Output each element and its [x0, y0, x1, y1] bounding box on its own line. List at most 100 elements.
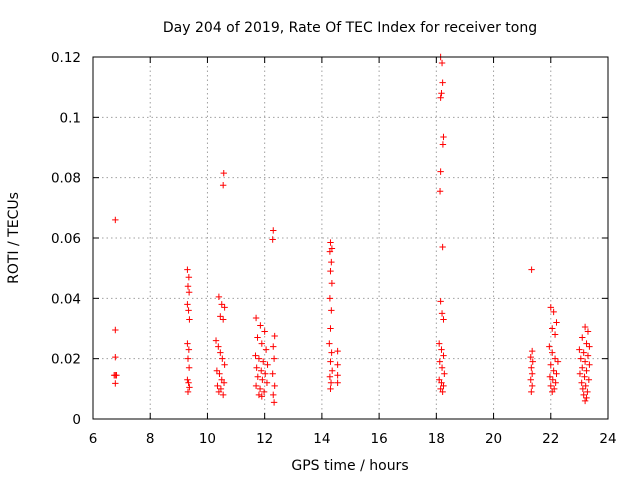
x-tick-label: 22: [542, 431, 559, 447]
data-point: [113, 372, 120, 379]
data-point: [551, 331, 559, 338]
data-point: [528, 347, 536, 355]
data-point: [185, 307, 192, 314]
x-tick-label: 24: [599, 431, 616, 447]
data-point: [549, 325, 556, 332]
data-point: [326, 248, 334, 255]
data-point: [184, 355, 192, 362]
data-point: [270, 355, 278, 362]
data-point: [583, 367, 590, 374]
data-point: [546, 373, 554, 380]
data-point: [441, 370, 448, 377]
data-point: [581, 358, 589, 365]
data-point: [550, 367, 557, 374]
data-point: [184, 340, 191, 347]
data-point: [581, 397, 589, 405]
data-point: [326, 295, 334, 302]
data-point: [581, 323, 589, 331]
y-tick-label: 0: [72, 412, 81, 428]
data-point: [218, 301, 225, 308]
data-point: [252, 314, 260, 322]
data-point: [112, 326, 119, 334]
data-point: [185, 274, 193, 281]
data-point: [327, 358, 334, 365]
data-point: [334, 361, 341, 368]
data-point: [437, 94, 444, 101]
data-point: [253, 364, 260, 371]
data-point: [214, 382, 221, 390]
data-point: [184, 388, 192, 396]
data-point: [255, 355, 263, 362]
data-point: [439, 243, 446, 251]
data-point: [527, 353, 534, 361]
data-point: [582, 382, 589, 390]
data-point: [439, 79, 446, 86]
y-tick-label: 0.02: [51, 352, 81, 368]
data-point: [219, 182, 227, 189]
data-point: [581, 373, 588, 380]
data-point: [264, 361, 271, 368]
data-point: [220, 379, 228, 386]
chart-title: Day 204 of 2019, Rate Of TEC Index for r…: [163, 20, 537, 36]
data-point: [437, 298, 444, 305]
data-point: [262, 346, 270, 353]
data-point: [112, 353, 119, 361]
data-point: [440, 133, 447, 141]
data-point: [327, 267, 334, 275]
data-point: [437, 168, 444, 175]
data-point: [262, 370, 269, 377]
x-tick-labels: 6 8 10 12 14 16 18 20 22 24: [89, 431, 617, 447]
x-tick-label: 10: [199, 431, 216, 447]
data-point: [260, 388, 268, 396]
data-point: [577, 355, 585, 362]
data-point: [256, 385, 264, 393]
data-point: [528, 388, 535, 396]
data-point: [528, 266, 535, 273]
grid-lines: [93, 57, 608, 419]
data-point: [327, 379, 335, 386]
data-point: [529, 358, 536, 365]
data-point: [328, 307, 335, 314]
data-point: [269, 236, 276, 243]
data-point: [586, 361, 593, 368]
data-point: [583, 340, 590, 347]
data-point: [254, 334, 261, 341]
data-point: [184, 301, 191, 308]
data-point: [579, 385, 587, 393]
data-point: [220, 169, 227, 177]
data-point: [440, 316, 447, 323]
data-point: [439, 141, 447, 148]
data-point: [185, 364, 193, 371]
data-point: [576, 370, 584, 377]
data-point: [252, 382, 260, 390]
data-point: [579, 334, 586, 341]
x-tick-label: 20: [485, 431, 502, 447]
data-point: [436, 188, 444, 195]
data-point: [546, 343, 553, 350]
data-point: [334, 372, 341, 379]
data-point: [328, 258, 335, 266]
data-point: [578, 379, 585, 386]
data-point: [221, 304, 228, 311]
data-point: [586, 343, 593, 350]
data-point: [219, 316, 227, 323]
data-point: [254, 373, 261, 380]
y-tick-labels: 0 0.02 0.04 0.06 0.08 0.1 0.12: [51, 50, 81, 428]
data-points: [110, 53, 593, 406]
data-point: [112, 380, 119, 387]
data-point: [326, 340, 333, 347]
data-point: [269, 370, 276, 377]
data-point: [327, 385, 334, 393]
data-point: [258, 340, 266, 347]
data-point: [527, 376, 534, 383]
x-tick-label: 14: [313, 431, 330, 447]
data-point: [334, 347, 341, 355]
data-point: [438, 90, 445, 97]
data-point: [584, 328, 592, 335]
x-tick-label: 16: [371, 431, 388, 447]
data-point: [215, 388, 223, 396]
data-point: [186, 316, 193, 323]
y-tick-label: 0.1: [60, 110, 81, 126]
